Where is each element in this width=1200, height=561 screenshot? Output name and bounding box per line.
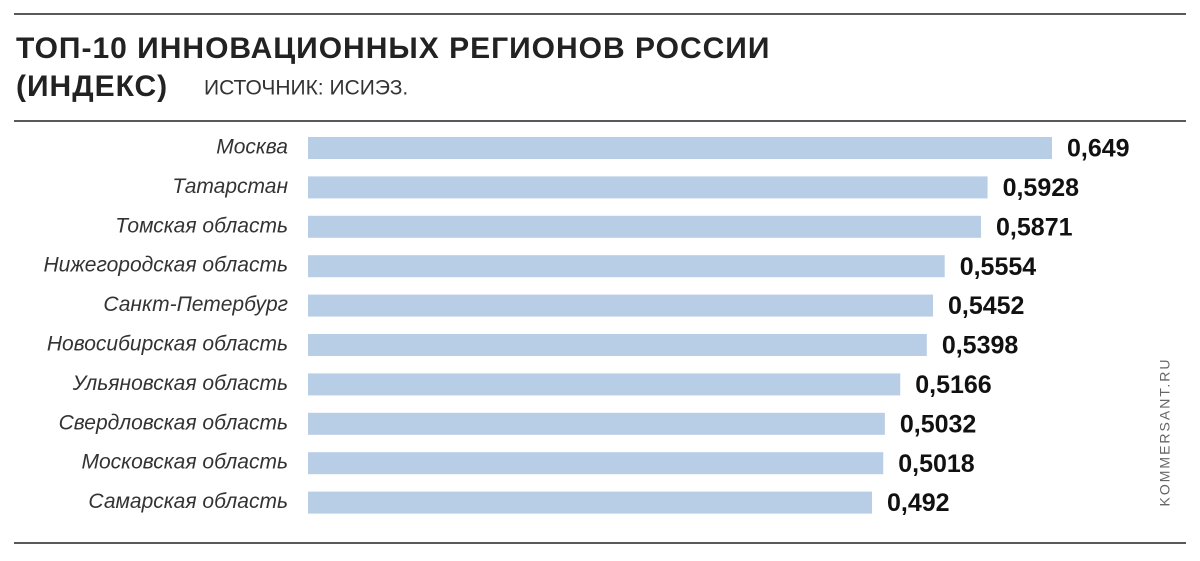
value-label: 0,5928 — [1003, 174, 1080, 202]
category-label: Нижегородская область — [44, 254, 288, 277]
category-label: Свердловская область — [59, 411, 288, 434]
category-label: Томская область — [115, 214, 288, 237]
bar — [308, 334, 927, 356]
bar — [308, 294, 934, 317]
category-label: Москва — [216, 136, 288, 159]
value-label: 0,5398 — [942, 332, 1019, 360]
value-label: 0,5452 — [948, 292, 1024, 320]
value-label: 0,649 — [1067, 135, 1130, 163]
bar — [308, 412, 885, 435]
category-label: Самарская область — [88, 490, 288, 513]
value-label: 0,5032 — [900, 410, 976, 438]
category-label: Татарстан — [172, 175, 288, 198]
bar — [308, 255, 945, 278]
chart-title: ТОП-10 ИННОВАЦИОННЫХ РЕГИОНОВ РОССИИ — [16, 32, 770, 65]
category-label: Санкт-Петербург — [103, 293, 288, 316]
category-label: Ульяновская область — [72, 372, 288, 395]
value-label: 0,5554 — [960, 253, 1037, 281]
bar — [308, 491, 873, 514]
bar — [308, 176, 988, 199]
source: ИСТОЧНИК: ИСИЭЗ. — [204, 77, 408, 100]
chart-title: (ИНДЕКС) — [16, 70, 168, 103]
bar — [308, 373, 901, 396]
credit: KOMMERSANT.RU — [1157, 358, 1173, 507]
value-label: 0,5871 — [996, 213, 1073, 241]
value-label: 0,492 — [887, 489, 950, 517]
value-label: 0,5018 — [898, 450, 975, 478]
bar — [308, 215, 982, 238]
bar — [308, 137, 1052, 159]
bar — [308, 452, 884, 475]
value-label: 0,5166 — [915, 371, 991, 399]
category-label: Новосибирская область — [47, 333, 288, 356]
category-label: Московская область — [81, 451, 288, 474]
